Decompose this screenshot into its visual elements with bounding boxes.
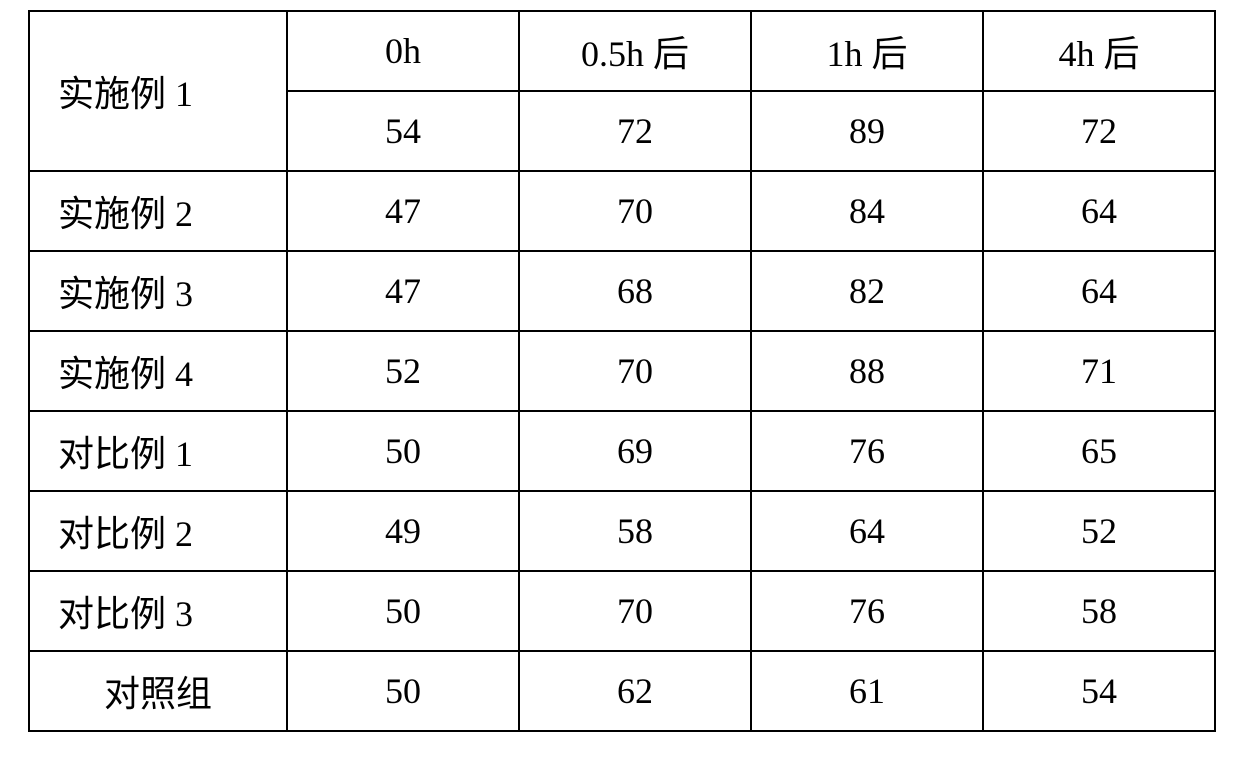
data-cell: 64 bbox=[751, 491, 983, 571]
row-label-cell: 实施例 1 bbox=[29, 11, 287, 171]
data-cell: 50 bbox=[287, 411, 519, 491]
table-row: 对比例 1 50 69 76 65 bbox=[29, 411, 1215, 491]
row-label-cell: 对比例 1 bbox=[29, 411, 287, 491]
table-row: 对比例 3 50 70 76 58 bbox=[29, 571, 1215, 651]
data-cell: 49 bbox=[287, 491, 519, 571]
data-cell: 50 bbox=[287, 651, 519, 731]
data-cell: 70 bbox=[519, 171, 751, 251]
data-cell: 71 bbox=[983, 331, 1215, 411]
row-label-cell: 实施例 2 bbox=[29, 171, 287, 251]
table-row: 对比例 2 49 58 64 52 bbox=[29, 491, 1215, 571]
data-cell: 70 bbox=[519, 331, 751, 411]
data-cell: 69 bbox=[519, 411, 751, 491]
data-cell: 52 bbox=[983, 491, 1215, 571]
table-row: 实施例 4 52 70 88 71 bbox=[29, 331, 1215, 411]
data-cell: 62 bbox=[519, 651, 751, 731]
data-cell: 52 bbox=[287, 331, 519, 411]
data-cell: 68 bbox=[519, 251, 751, 331]
table-row: 实施例 3 47 68 82 64 bbox=[29, 251, 1215, 331]
data-cell: 61 bbox=[751, 651, 983, 731]
data-cell: 47 bbox=[287, 171, 519, 251]
data-cell: 88 bbox=[751, 331, 983, 411]
column-header: 4h 后 bbox=[983, 11, 1215, 91]
column-header: 0h bbox=[287, 11, 519, 91]
data-cell: 58 bbox=[519, 491, 751, 571]
data-cell: 84 bbox=[751, 171, 983, 251]
table-container: 实施例 1 0h 0.5h 后 1h 后 4h 后 54 72 89 72 实施… bbox=[0, 0, 1240, 742]
table-row: 实施例 2 47 70 84 64 bbox=[29, 171, 1215, 251]
table-header-row: 实施例 1 0h 0.5h 后 1h 后 4h 后 bbox=[29, 11, 1215, 91]
column-header: 0.5h 后 bbox=[519, 11, 751, 91]
data-cell: 54 bbox=[287, 91, 519, 171]
data-cell: 89 bbox=[751, 91, 983, 171]
data-cell: 72 bbox=[519, 91, 751, 171]
data-table: 实施例 1 0h 0.5h 后 1h 后 4h 后 54 72 89 72 实施… bbox=[28, 10, 1216, 732]
data-cell: 82 bbox=[751, 251, 983, 331]
row-label-cell: 实施例 3 bbox=[29, 251, 287, 331]
data-cell: 70 bbox=[519, 571, 751, 651]
data-cell: 47 bbox=[287, 251, 519, 331]
data-cell: 54 bbox=[983, 651, 1215, 731]
data-cell: 76 bbox=[751, 411, 983, 491]
data-cell: 72 bbox=[983, 91, 1215, 171]
data-cell: 58 bbox=[983, 571, 1215, 651]
table-row: 对照组 50 62 61 54 bbox=[29, 651, 1215, 731]
row-label-cell: 对比例 3 bbox=[29, 571, 287, 651]
data-cell: 76 bbox=[751, 571, 983, 651]
data-cell: 65 bbox=[983, 411, 1215, 491]
row-label-cell: 对照组 bbox=[29, 651, 287, 731]
data-cell: 50 bbox=[287, 571, 519, 651]
column-header: 1h 后 bbox=[751, 11, 983, 91]
data-cell: 64 bbox=[983, 171, 1215, 251]
row-label-cell: 对比例 2 bbox=[29, 491, 287, 571]
row-label-cell: 实施例 4 bbox=[29, 331, 287, 411]
data-cell: 64 bbox=[983, 251, 1215, 331]
